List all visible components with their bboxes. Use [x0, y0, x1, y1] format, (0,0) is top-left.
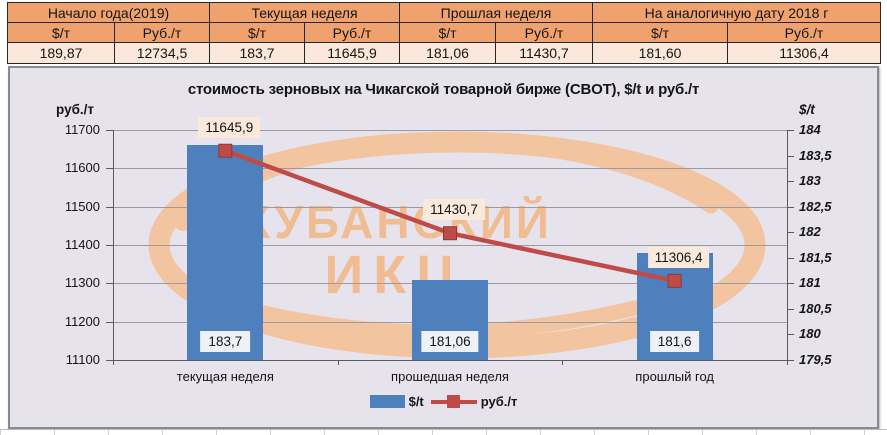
legend-label: руб./т: [480, 394, 518, 409]
sheet-gridlines-strip: [0, 429, 887, 435]
right-axis-tick: [787, 257, 794, 259]
table-value-cell[interactable]: 11306,4: [726, 42, 882, 64]
line-marker: [667, 273, 682, 288]
table-value-cell-selected[interactable]: 11430,7: [495, 42, 593, 64]
right-axis-tick-label: 184: [799, 122, 821, 137]
right-axis-tick-label: 180,5: [799, 300, 832, 316]
table-unit-cell[interactable]: Руб./т: [495, 22, 593, 43]
right-axis-line: [787, 130, 788, 360]
x-axis-line: [113, 360, 788, 361]
category-label: прошедшая неделя: [391, 369, 509, 384]
legend-label: $/t: [408, 394, 424, 409]
left-axis-tick-label: 11700: [64, 122, 100, 137]
table-group-header[interactable]: Начало года(2019): [7, 2, 210, 23]
right-axis-tick-label: 181: [799, 275, 821, 291]
right-axis-tick-label: 183: [799, 173, 821, 189]
x-axis-tick: [113, 360, 114, 365]
chart-legend: $/t руб./т: [10, 394, 877, 409]
bar-series-swatch-icon: [369, 395, 405, 408]
left-axis-tick-label: 11100: [65, 352, 100, 367]
left-axis-tick-label: 11300: [64, 275, 100, 291]
table-value-cell[interactable]: 181,60: [592, 42, 728, 64]
price-table: Начало года(2019) Текущая неделя Прошлая…: [7, 2, 882, 64]
right-axis-tick: [787, 181, 794, 183]
left-axis-tick: [106, 283, 113, 285]
left-axis-line: [113, 130, 114, 360]
left-axis-tick: [106, 206, 113, 208]
table-group-header[interactable]: На аналогичную дату 2018 г: [591, 2, 882, 23]
left-axis-tick: [106, 321, 113, 323]
category-label: прошлый год: [635, 369, 715, 384]
bar-value-label: 181,06: [421, 331, 479, 352]
table-value-cell-selected[interactable]: 181,06: [399, 42, 496, 64]
right-axis-tick-label: 182,5: [799, 198, 832, 214]
gridline: [113, 168, 787, 170]
chart-object[interactable]: стоимость зерновых на Чикагской товарной…: [8, 66, 879, 429]
left-axis-tick-label: 11500: [64, 198, 100, 214]
right-axis-tick: [787, 308, 794, 310]
legend-item-dollar: $/t: [369, 394, 424, 409]
x-axis-tick: [337, 360, 339, 365]
watermark-text-line1: КУБАНСКИЙ: [242, 196, 552, 248]
table-unit-cell[interactable]: $/т: [7, 22, 115, 43]
left-axis-tick: [106, 130, 113, 131]
legend-item-rub: руб./т: [430, 394, 518, 409]
right-axis-tick: [787, 130, 794, 131]
right-axis-tick-label: 179,5: [799, 352, 832, 367]
right-axis-tick-label: 182: [799, 224, 821, 240]
right-axis-tick: [787, 360, 794, 361]
line-value-label: 11645,9: [198, 116, 261, 138]
left-axis-tick-label: 11400: [64, 237, 100, 252]
gridline: [113, 245, 787, 246]
left-axis-tick: [106, 245, 113, 246]
table-unit-cell[interactable]: Руб./т: [114, 22, 210, 43]
line-value-label: 11430,7: [423, 199, 485, 221]
line-marker: [218, 143, 233, 158]
chart-title: стоимость зерновых на Чикагской товарной…: [187, 81, 700, 98]
category-label: текущая неделя: [176, 369, 274, 384]
right-axis-tick: [787, 232, 794, 234]
gridline: [113, 130, 787, 131]
left-axis-tick: [106, 360, 113, 361]
line-series-swatch-icon: [430, 395, 477, 408]
chart-area: стоимость зерновых на Чикагской товарной…: [10, 68, 877, 427]
table-value-cell[interactable]: 183,7: [209, 42, 305, 64]
table-unit-cell[interactable]: $/т: [592, 22, 728, 43]
x-axis-tick: [787, 360, 788, 365]
right-axis-tick-label: 183,5: [799, 147, 832, 163]
table-unit-cell[interactable]: Руб./т: [726, 22, 882, 43]
right-axis-tick-label: 181,5: [799, 249, 832, 265]
left-axis-tick-label: 11200: [64, 313, 100, 329]
line-marker: [443, 226, 457, 241]
line-value-label: 11306,4: [647, 246, 710, 268]
table-value-cell[interactable]: 11645,9: [304, 42, 400, 64]
right-axis-tick: [787, 334, 794, 336]
right-axis-tick-label: 180: [799, 326, 821, 342]
table-group-header[interactable]: Прошлая неделя: [399, 2, 593, 23]
bar-value-label: 183,7: [200, 331, 251, 352]
table-unit-cell[interactable]: $/т: [209, 22, 305, 43]
table-group-header[interactable]: Текущая неделя: [209, 2, 400, 23]
bar-1: [187, 145, 264, 360]
table-value-cell[interactable]: 12734,5: [114, 42, 210, 64]
right-axis-tick: [787, 155, 794, 157]
x-axis-tick: [562, 360, 564, 365]
table-value-cell[interactable]: 189,87: [7, 42, 115, 64]
right-axis-tick: [787, 283, 794, 285]
right-axis-title: $/t: [799, 102, 815, 117]
table-unit-cell[interactable]: Руб./т: [304, 22, 400, 43]
left-axis-tick-label: 11600: [64, 160, 100, 176]
bar-value-label: 181,6: [649, 331, 700, 352]
left-axis-tick: [106, 168, 113, 170]
table-unit-cell[interactable]: $/т: [399, 22, 496, 43]
right-axis-tick: [787, 206, 794, 208]
line-series: [218, 143, 682, 288]
left-axis-title: руб./т: [56, 102, 95, 117]
